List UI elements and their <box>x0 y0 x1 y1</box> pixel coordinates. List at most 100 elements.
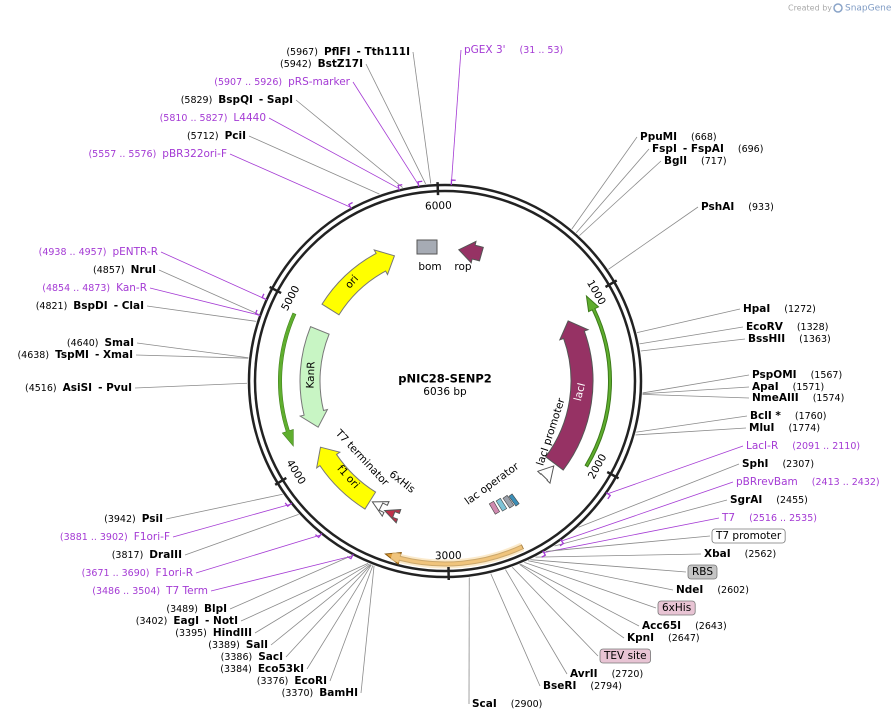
site-name: ScaI <box>472 698 497 710</box>
site-position: (1571) <box>793 382 825 393</box>
leader-line <box>146 305 257 322</box>
site-label: (5712) PciI <box>187 130 246 142</box>
site-name: TspMI <box>55 349 89 361</box>
leader-line <box>210 555 353 592</box>
leader-line <box>134 382 248 389</box>
site-label: (3942) PsiI <box>104 513 163 525</box>
site-position: (3395) <box>175 628 207 639</box>
site-label: (4821) BspDI - ClaI <box>36 300 144 312</box>
site-name: - SapI <box>259 94 293 106</box>
site-name: PshAI <box>701 201 734 213</box>
site-position: (5712) <box>187 131 219 142</box>
site-label: (3384) Eco53kI <box>220 663 304 675</box>
site-label: HpaI (1272) <box>743 303 816 315</box>
site-position: (1363) <box>799 334 831 345</box>
leader-line <box>640 338 746 352</box>
ring-tick <box>274 476 287 486</box>
site-position: (5557 .. 5576) <box>88 149 156 160</box>
site-position: (3376) <box>257 676 289 687</box>
site-label: (4516) AsiSI - PvuI <box>25 382 132 394</box>
leader-line <box>184 513 299 556</box>
feature-arrow <box>278 312 297 447</box>
site-position: (3402) <box>136 616 168 627</box>
site-position: (3389) <box>208 640 240 651</box>
leader-line <box>254 563 370 634</box>
feature-label: lacI <box>572 382 588 403</box>
site-label: (4854 .. 4873) Kan-R <box>42 282 147 294</box>
site-position: (1272) <box>784 304 816 315</box>
site-label: (4638) TspMI - XmaI <box>17 349 133 361</box>
leader-line <box>561 481 734 542</box>
site-position: (1567) <box>811 370 843 381</box>
site-name: L4440 <box>233 112 266 124</box>
site-label: ScaI (2900) <box>472 698 542 710</box>
leader-line <box>642 374 750 394</box>
leader-line <box>412 51 432 184</box>
site-position: (933) <box>748 202 774 213</box>
site-name: DraIII <box>149 549 182 561</box>
site-position: (5810 .. 5827) <box>160 113 228 124</box>
site-name: - Tth111I <box>357 46 411 58</box>
leader-line <box>520 563 640 627</box>
leader-line <box>545 535 711 552</box>
leader-line <box>524 562 657 609</box>
site-position: (5967) <box>286 47 318 58</box>
leader-line <box>195 534 321 574</box>
feature-label: RBS <box>692 566 713 578</box>
ring-tick <box>269 285 282 295</box>
site-position: (1760) <box>795 411 827 422</box>
site-label: (5907 .. 5926) pRS-marker <box>214 76 350 88</box>
site-name: SacI <box>258 651 283 663</box>
site-name: BspDI <box>73 300 107 312</box>
site-name: F1ori-F <box>134 531 170 543</box>
feature-label: 6xHis <box>662 602 691 614</box>
site-label: BglI (717) <box>664 155 727 167</box>
site-name: ApaI <box>752 381 779 393</box>
site-name: BseRI <box>543 680 576 692</box>
site-position: (5829) <box>181 95 213 106</box>
site-name: Acc65I <box>642 620 681 632</box>
site-label: T7 (2516 .. 2535) <box>721 512 817 524</box>
site-label: (3386) SacI <box>221 651 283 663</box>
site-name: AsiSI <box>63 382 92 394</box>
site-name: F1ori-R <box>156 567 193 579</box>
site-name: XbaI <box>704 548 731 560</box>
site-position: (4638) <box>17 350 49 361</box>
leader-line <box>571 136 638 230</box>
site-position: (3817) <box>112 550 144 561</box>
leader-line <box>528 560 674 591</box>
primer-mark <box>397 183 403 191</box>
leader-line <box>229 153 351 208</box>
site-name: KpnI <box>627 632 654 644</box>
site-label: (4640) SmaI <box>67 337 134 349</box>
site-label: Acc65I (2643) <box>642 620 727 632</box>
leader-line <box>608 206 699 270</box>
site-position: (3386) <box>221 652 253 663</box>
leader-line <box>543 517 720 553</box>
site-position: (4516) <box>25 383 57 394</box>
site-position: (4857) <box>93 265 125 276</box>
primer-mark <box>284 502 293 508</box>
site-position: (2720) <box>612 669 644 680</box>
site-label: (4938 .. 4957) pENTR-R <box>39 246 158 258</box>
site-name: BclI * <box>750 410 781 422</box>
site-position: (5942) <box>280 59 312 70</box>
site-label: FspI - FspAI (696) <box>652 143 763 155</box>
plasmid-name: pNIC28-SENP2 <box>398 372 492 386</box>
leaders <box>134 49 750 705</box>
site-name: MluI <box>749 422 774 434</box>
site-name: - PvuI <box>98 382 132 394</box>
site-name: EagI <box>173 615 199 627</box>
site-name: pBRrevBam <box>736 476 798 488</box>
feature-label: 6xHis <box>387 468 417 495</box>
site-position: (31 .. 53) <box>520 45 564 56</box>
site-name: BglI <box>664 155 687 167</box>
mark <box>495 497 508 512</box>
site-label: LacI-R (2091 .. 2110) <box>746 440 860 452</box>
site-label: SgrAI (2455) <box>730 494 808 506</box>
site-position: (2602) <box>717 585 749 596</box>
feature-arrow <box>298 326 330 428</box>
lac-operator-marks <box>488 493 520 515</box>
site-label: BclI * (1760) <box>750 410 826 422</box>
